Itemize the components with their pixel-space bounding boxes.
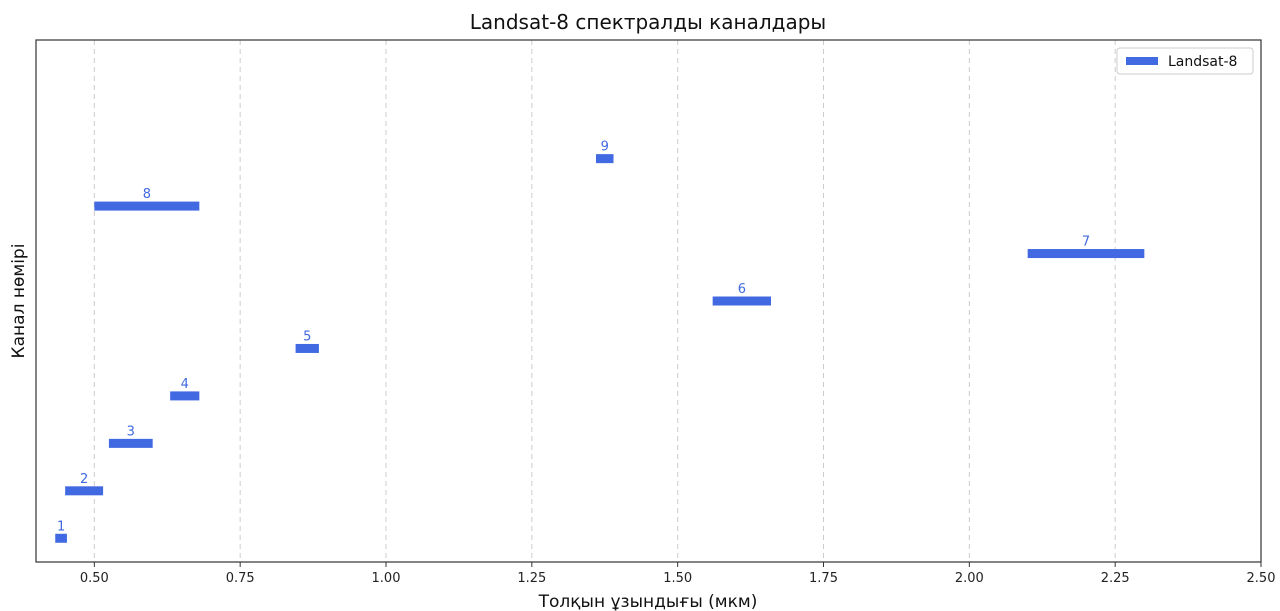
band-label-4: 4 — [181, 377, 189, 392]
x-axis-label: Толқын ұзындығы (мкм) — [538, 592, 758, 611]
x-tick-label: 0.50 — [80, 571, 109, 586]
band-bar-5 — [295, 343, 319, 353]
band-label-7: 7 — [1082, 235, 1090, 250]
x-tick-label: 0.75 — [226, 571, 255, 586]
band-label-3: 3 — [127, 424, 135, 439]
x-tick-label: 2.50 — [1247, 571, 1276, 586]
band-label-2: 2 — [80, 472, 88, 487]
band-label-8: 8 — [143, 187, 151, 202]
band-label-9: 9 — [601, 140, 609, 155]
y-axis-label: Канал нөмірі — [9, 244, 29, 359]
band-bar-6 — [712, 296, 771, 306]
band-label-6: 6 — [738, 282, 746, 297]
band-label-1: 1 — [57, 519, 65, 534]
legend-label: Landsat-8 — [1168, 54, 1237, 70]
band-bar-3 — [108, 438, 153, 448]
band-bar-2 — [65, 486, 104, 496]
x-tick-label: 1.25 — [517, 571, 546, 586]
x-axis: 0.50 0.75 1.00 1.25 1.50 1.75 2.00 2.25 2.50 — [80, 562, 1276, 586]
x-tick-label: 2.00 — [955, 571, 984, 586]
legend-swatch — [1126, 57, 1158, 65]
x-tick-label: 1.50 — [663, 571, 692, 586]
plot-frame — [35, 39, 1262, 563]
chart-title: Landsat-8 спектралды каналдары — [470, 10, 826, 34]
band-bar-9 — [596, 154, 614, 164]
x-tick-label: 1.75 — [809, 571, 838, 586]
bars: 1 2 3 4 5 6 7 8 9 — [55, 140, 1145, 543]
band-bar-7 — [1027, 249, 1145, 259]
x-tick-label: 1.00 — [372, 571, 401, 586]
band-bar-8 — [94, 201, 200, 211]
grid — [93, 40, 1116, 562]
band-label-5: 5 — [303, 329, 311, 344]
legend: Landsat-8 — [1116, 47, 1254, 75]
band-bar-1 — [55, 533, 67, 543]
x-tick-label: 2.25 — [1101, 571, 1130, 586]
legend-box — [1116, 47, 1254, 75]
band-bar-4 — [170, 391, 200, 401]
